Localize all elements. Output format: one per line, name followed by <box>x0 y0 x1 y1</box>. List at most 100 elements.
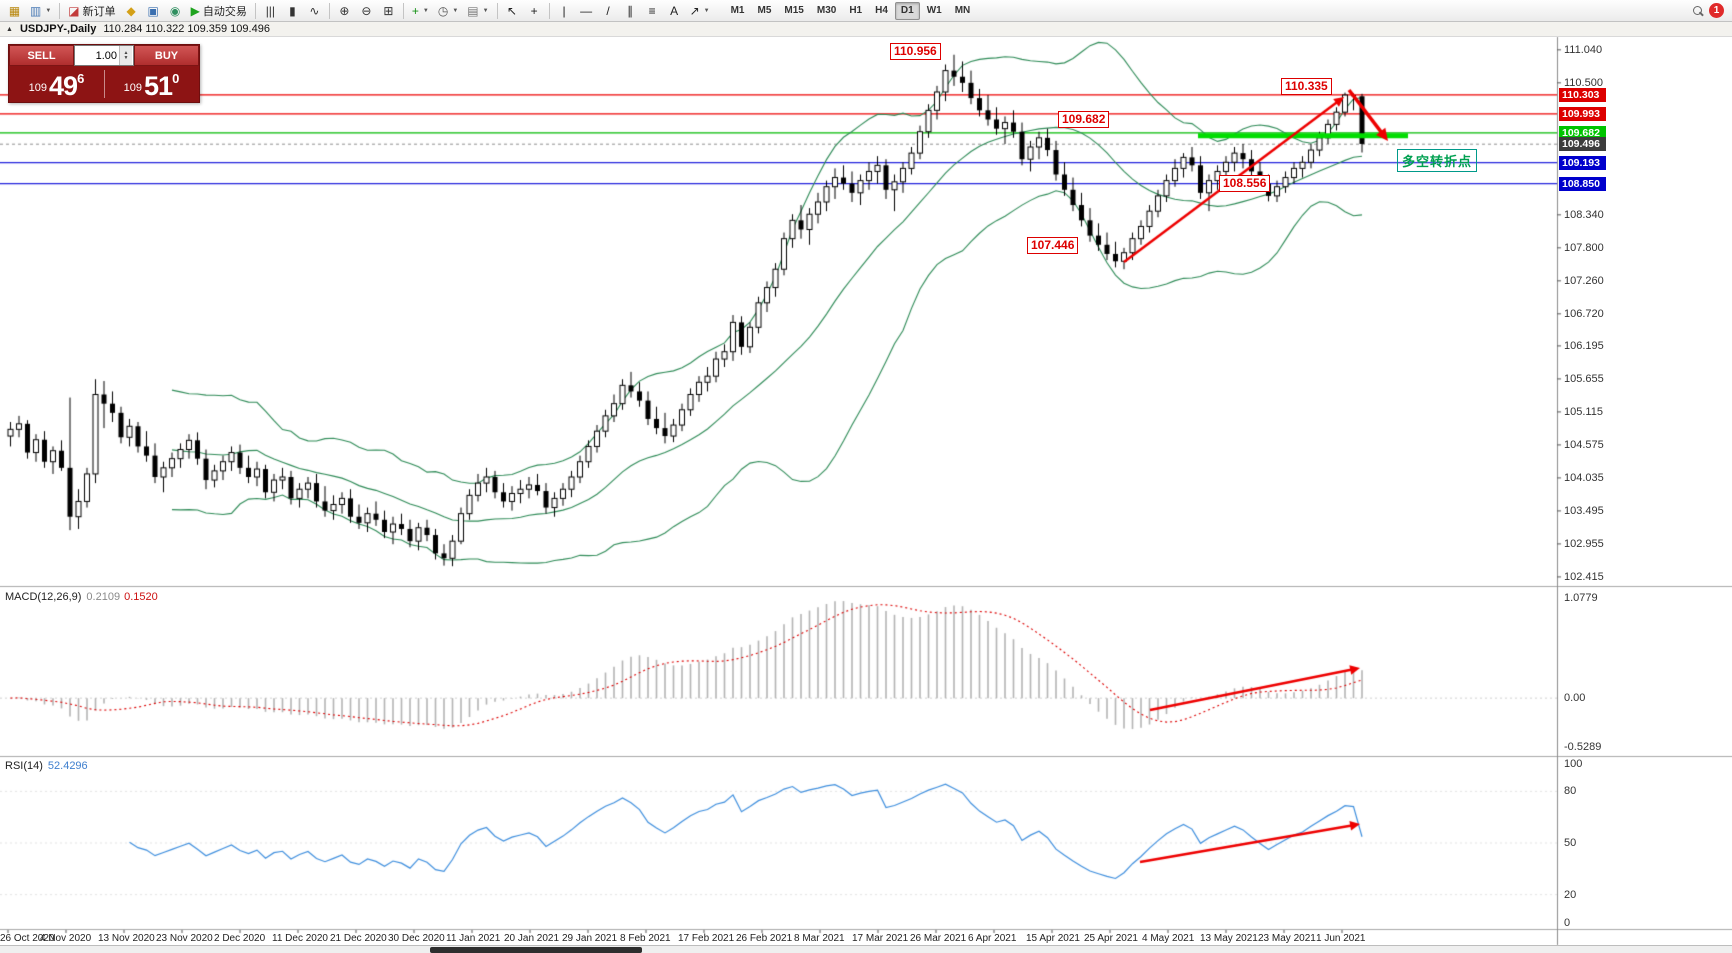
rsi-scale-label: 80 <box>1564 785 1577 798</box>
candle-chart-mode-button[interactable]: ▮ <box>282 1 303 21</box>
turning-point-label[interactable]: 多空转折点 <box>1397 149 1478 172</box>
price-tick: 110.500 <box>1564 76 1603 89</box>
fibonacci-button[interactable]: ≡ <box>642 1 663 21</box>
volume-input[interactable] <box>75 46 119 65</box>
date-label: 23 Nov 2020 <box>156 933 213 944</box>
rsi-scale-label: 100 <box>1564 758 1583 770</box>
timeframe-m15[interactable]: M15 <box>778 2 809 20</box>
trendline-button[interactable]: / <box>598 1 619 21</box>
buy-price-big: 51 <box>144 71 173 102</box>
timeframe-d1[interactable]: D1 <box>894 1 920 20</box>
date-label: 26 Mar 2021 <box>910 933 967 944</box>
date-label: 26 Feb 2021 <box>736 933 793 944</box>
timeframe-mn[interactable]: MN <box>949 2 977 20</box>
buy-button[interactable]: BUY <box>134 45 199 66</box>
zoom-in-button[interactable]: ⊕ <box>334 1 355 21</box>
buy-price[interactable]: 109 51 0 <box>104 66 199 102</box>
price-tick: 103.495 <box>1564 504 1604 517</box>
channel-button[interactable]: ∥ <box>620 1 641 21</box>
new-order-button[interactable]: ◪ 新订单 <box>64 1 119 21</box>
search-icon[interactable] <box>1693 5 1703 16</box>
collapse-icon[interactable]: ▲ <box>6 25 13 33</box>
date-label: 4 Nov 2020 <box>40 933 92 944</box>
toolbar-separator <box>548 2 550 19</box>
timeframe-group: M1 M5 M15 M30 H1 H4 D1 W1 MN <box>725 1 977 20</box>
horizontal-scrollbar[interactable] <box>0 945 1732 953</box>
date-label: 4 May 2021 <box>1142 933 1195 944</box>
chart-titlebar[interactable]: ▲ USDJPY-,Daily 110.284 110.322 109.359 … <box>0 22 1732 37</box>
sell-price[interactable]: 109 49 6 <box>9 66 104 102</box>
metaeditor-icon: ◆ <box>126 3 136 18</box>
indicators-dropdown-icon: ▼ <box>422 7 429 14</box>
tile-windows-button[interactable]: ⊞ <box>378 1 399 21</box>
metaeditor-button[interactable]: ◆ <box>121 1 142 21</box>
periods-button[interactable]: ◷ ▼ <box>434 1 462 21</box>
fibonacci-icon: ≡ <box>648 3 656 18</box>
vertical-line-button[interactable]: | <box>554 1 575 21</box>
timeframe-w1[interactable]: W1 <box>921 2 948 20</box>
price-callout[interactable]: 110.956 <box>890 43 941 60</box>
notification-badge[interactable]: 1 <box>1709 3 1724 18</box>
strategy-tester-button[interactable]: ◉ <box>165 1 186 21</box>
arrows-tool-button[interactable]: ↗ ▼ <box>686 1 714 21</box>
timeframe-m1[interactable]: M1 <box>725 2 751 20</box>
scrollbar-thumb[interactable] <box>430 947 642 953</box>
buy-price-pip: 0 <box>172 71 180 86</box>
templates-button[interactable]: ▤ ▼ <box>463 1 492 21</box>
periods-icon: ◷ <box>437 3 449 18</box>
timeframe-m30[interactable]: M30 <box>811 2 842 20</box>
sell-price-big: 49 <box>49 71 78 102</box>
volume-stepper[interactable]: ▲ ▼ <box>119 46 132 65</box>
cursor-icon: ↖ <box>507 3 518 18</box>
date-label: 23 May 2021 <box>1258 933 1316 944</box>
one-click-trade-panel: SELL ▲ ▼ BUY 109 49 6 109 51 0 <box>8 44 200 103</box>
vertical-line-icon: | <box>562 3 566 18</box>
price-divider <box>104 70 105 98</box>
arrows-tool-dropdown-icon: ▼ <box>703 7 710 14</box>
arrows-tool-icon: ↗ <box>689 3 700 18</box>
timeframe-m5[interactable]: M5 <box>752 2 778 20</box>
new-chart-icon: ▦ <box>8 3 21 18</box>
price-callout[interactable]: 107.446 <box>1027 237 1079 254</box>
date-label: 13 May 2021 <box>1200 933 1258 944</box>
price-tick: 102.415 <box>1564 570 1604 583</box>
price-tick: 111.040 <box>1564 43 1603 56</box>
cursor-button[interactable]: ↖ <box>502 1 523 21</box>
zoom-out-button[interactable]: ⊖ <box>356 1 377 21</box>
bar-chart-mode-button[interactable]: ||| <box>260 1 281 21</box>
price-tick: 102.955 <box>1564 537 1604 550</box>
zoom-out-icon: ⊖ <box>361 3 372 18</box>
toolbar-separator <box>59 2 61 19</box>
crosshair-button[interactable]: + <box>524 1 545 21</box>
price-chip: 109.193 <box>1559 155 1606 170</box>
horizontal-line-button[interactable]: — <box>576 1 597 21</box>
price-callout[interactable]: 109.682 <box>1058 111 1110 128</box>
date-label: 29 Jan 2021 <box>562 933 618 944</box>
toolbar-right: 1 <box>1693 3 1728 18</box>
text-tool-button[interactable]: A <box>664 1 685 21</box>
date-label: 15 Apr 2021 <box>1026 933 1080 944</box>
price-chip: 110.303 <box>1559 87 1606 102</box>
sell-button[interactable]: SELL <box>9 45 74 66</box>
horizontal-line-icon: — <box>580 3 593 18</box>
new-chart-button[interactable]: ▦ <box>4 1 25 21</box>
macd-scale-label: 1.0779 <box>1564 591 1598 604</box>
volume-up-icon[interactable]: ▲ <box>123 49 129 56</box>
templates-icon: ▤ <box>467 3 479 18</box>
volume-down-icon[interactable]: ▼ <box>123 54 129 61</box>
autotrading-button[interactable]: ▶ 自动交易 <box>187 1 251 21</box>
price-tick: 107.800 <box>1564 241 1604 254</box>
text-tool-icon: A <box>670 3 679 18</box>
timeframe-h1[interactable]: H1 <box>843 2 868 20</box>
indicators-button[interactable]: + ▼ <box>408 1 433 21</box>
buy-price-prefix: 109 <box>123 82 143 94</box>
line-chart-mode-button[interactable]: ∿ <box>304 1 325 21</box>
terminal-button[interactable]: ▣ <box>143 1 164 21</box>
date-label: 30 Dec 2020 <box>388 933 445 944</box>
price-callout[interactable]: 108.556 <box>1219 175 1271 192</box>
timeframe-h4[interactable]: H4 <box>869 2 894 20</box>
price-callout[interactable]: 110.335 <box>1281 78 1332 95</box>
profiles-button[interactable]: ▥ ▼ <box>26 1 55 21</box>
